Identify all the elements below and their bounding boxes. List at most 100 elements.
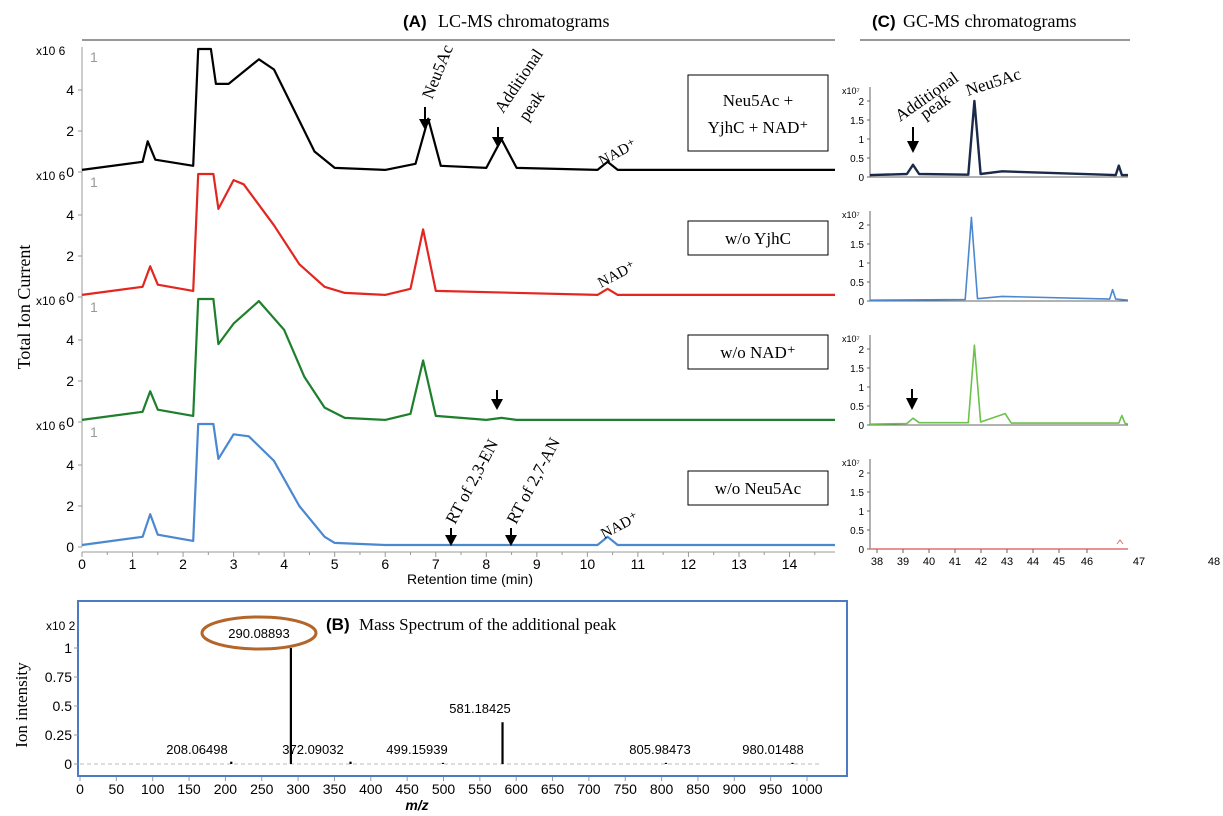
legend-4-text: w/o Neu5Ac bbox=[715, 479, 802, 498]
ms-x-tick-label: 200 bbox=[214, 781, 238, 797]
ms-x-tick-label: 50 bbox=[109, 781, 125, 797]
gc-y-tick-label: 2 bbox=[858, 221, 864, 232]
gc-x-tick-label: 46 bbox=[1081, 556, 1093, 568]
ms-peak-label-main: 290.08893 bbox=[228, 626, 289, 641]
lc-exponent: x10 6 bbox=[36, 44, 66, 58]
legend-1-line-2: YjhC + NAD⁺ bbox=[708, 118, 809, 137]
ms-x-axis: 0 50 100 150 200 250 300 350 400 450 500 550 600 650 7… bbox=[76, 763, 823, 797]
lc-x-tick-label: 13 bbox=[731, 556, 747, 572]
ms-x-tick-label: 700 bbox=[577, 781, 601, 797]
gc-y-tick-label: 1.5 bbox=[850, 364, 864, 375]
gc-y-tick-label: 1.5 bbox=[850, 116, 864, 127]
gc-y-tick-label: 1 bbox=[858, 383, 864, 394]
lc-trace bbox=[81, 172, 835, 296]
lc-panel-2: 0 2 4 x10 6 1 bbox=[36, 169, 835, 305]
gc-x-tick-label: 48 bbox=[1208, 556, 1220, 568]
ms-peak-label-372: 372.09032 bbox=[282, 742, 343, 757]
ms-x-tick-label: 800 bbox=[650, 781, 674, 797]
lc-trace bbox=[81, 422, 835, 547]
lc-xlabel: Retention time (min) bbox=[407, 571, 533, 587]
ms-title: (B) Mass Spectrum of the additional peak bbox=[326, 615, 617, 634]
ms-peak-label-581: 581.18425 bbox=[449, 701, 510, 716]
legend-box-2 bbox=[687, 220, 829, 256]
ms-x-tick-label: 100 bbox=[141, 781, 165, 797]
lc-x-tick-label: 1 bbox=[129, 556, 137, 572]
lc-panel-1: 0 2 4 x10 6 1 bbox=[36, 44, 835, 180]
ms-peak-label-208: 208.06498 bbox=[166, 742, 227, 757]
lc-corner-mark: 1 bbox=[90, 424, 98, 440]
gc-x-axis: 38 39 40 41 42 43 44 45 46 47 48 bbox=[871, 549, 1220, 568]
gc-panel-1: x10⁷ 0 0.5 1 1.5 2 bbox=[842, 86, 1128, 184]
gc-panel-4: x10⁷ 0 0.5 1 1.5 2 bbox=[842, 458, 1128, 556]
gc-trace bbox=[869, 344, 1129, 425]
gc-y-tick-label: 0.5 bbox=[850, 154, 864, 165]
ms-y-tick-label: 0.25 bbox=[45, 727, 72, 743]
lc-y-tick-label: 0 bbox=[66, 539, 74, 555]
ms-x-tick-label: 400 bbox=[359, 781, 383, 797]
gc-y-tick-label: 0 bbox=[858, 173, 864, 184]
ms-x-tick-label: 750 bbox=[614, 781, 638, 797]
legend-box-4 bbox=[687, 470, 829, 506]
lc-y-tick-label: 4 bbox=[66, 457, 74, 473]
ms-x-tick-label: 550 bbox=[468, 781, 492, 797]
legend-box-1 bbox=[687, 74, 829, 152]
lc-y-tick-label: 2 bbox=[66, 373, 74, 389]
ann-nad-1: NAD⁺ bbox=[596, 136, 639, 169]
lc-corner-mark: 1 bbox=[90, 49, 98, 65]
gc-y-tick-label: 1 bbox=[858, 507, 864, 518]
gc-y-tick-label: 0 bbox=[858, 545, 864, 556]
ms-title-text: Mass Spectrum of the additional peak bbox=[359, 615, 617, 634]
lc-panel-4: 0 2 4 x10 6 1 bbox=[36, 419, 835, 555]
lc-y-tick-label: 4 bbox=[66, 82, 74, 98]
legend-box-3 bbox=[687, 334, 829, 370]
ms-x-tick-label: 1000 bbox=[791, 781, 822, 797]
gc-y-tick-label: 0 bbox=[858, 421, 864, 432]
ms-ylabel: Ion intensity bbox=[12, 662, 31, 748]
ms-x-tick-label: 0 bbox=[76, 781, 84, 797]
gc-y-tick-label: 1 bbox=[858, 135, 864, 146]
gc-panel-2: x10⁷ 0 0.5 1 1.5 2 bbox=[842, 210, 1129, 308]
ms-x-tick-label: 150 bbox=[177, 781, 201, 797]
gc-y-tick-label: 1.5 bbox=[850, 488, 864, 499]
panel-c-tag: (C) bbox=[872, 12, 896, 31]
ms-x-tick-label: 500 bbox=[432, 781, 456, 797]
legend-2-text: w/o YjhC bbox=[725, 229, 791, 248]
lc-x-tick-label: 11 bbox=[631, 556, 646, 572]
gc-x-tick-label: 44 bbox=[1027, 556, 1039, 568]
gc-y-tick-label: 2 bbox=[858, 345, 864, 356]
ann-rt-en: RT of 2,3-EN bbox=[442, 436, 502, 527]
ms-x-tick-label: 300 bbox=[286, 781, 310, 797]
ms-y-tick-label: 0.75 bbox=[45, 669, 72, 685]
gc-exponent: x10⁷ bbox=[842, 210, 860, 220]
panel-c-text: GC-MS chromatograms bbox=[903, 11, 1076, 31]
ann-panel3-arrowhead-icon bbox=[491, 399, 503, 410]
gc-ann-panel3-arrowhead-icon bbox=[906, 398, 918, 410]
legend-3-text: w/o NAD⁺ bbox=[720, 343, 796, 362]
lc-y-tick-label: 2 bbox=[66, 498, 74, 514]
gc-trace bbox=[869, 99, 1128, 177]
gc-x-tick-label: 40 bbox=[923, 556, 935, 568]
ms-y-tick-label: 0 bbox=[64, 756, 72, 772]
lc-x-tick-label: 14 bbox=[782, 556, 798, 572]
ms-frame bbox=[77, 600, 848, 777]
lc-legends: Neu5Ac + YjhC + NAD⁺ w/o YjhC w/o NAD⁺ w… bbox=[687, 74, 829, 506]
lc-trace bbox=[81, 47, 835, 171]
ann-rt-an: RT of 2,7-AN bbox=[503, 434, 564, 526]
lc-y-tick-label: 0 bbox=[66, 289, 74, 305]
lc-corner-mark: 1 bbox=[90, 299, 98, 315]
lc-corner-mark: 1 bbox=[90, 174, 98, 190]
gc-panel-4-caret-icon bbox=[1116, 539, 1124, 545]
gc-y-tick-label: 2 bbox=[858, 97, 864, 108]
gc-x-tick-label: 47 bbox=[1133, 556, 1145, 568]
ms-y-axis: 0 0.25 0.5 0.75 1 bbox=[45, 640, 78, 772]
lc-y-tick-label: 4 bbox=[66, 332, 74, 348]
panel-c-title: (C) GC-MS chromatograms bbox=[860, 11, 1130, 41]
ms-x-tick-label: 450 bbox=[395, 781, 419, 797]
ms-y-tick-label: 0.5 bbox=[53, 698, 73, 714]
ms-exponent: x10 2 bbox=[46, 619, 76, 633]
gc-x-tick-label: 42 bbox=[975, 556, 987, 568]
panel-a-title: (A) LC-MS chromatograms bbox=[82, 11, 835, 41]
lc-x-tick-label: 7 bbox=[432, 556, 440, 572]
ms-x-tick-label: 600 bbox=[505, 781, 529, 797]
ms-y-tick-label: 1 bbox=[64, 640, 72, 656]
